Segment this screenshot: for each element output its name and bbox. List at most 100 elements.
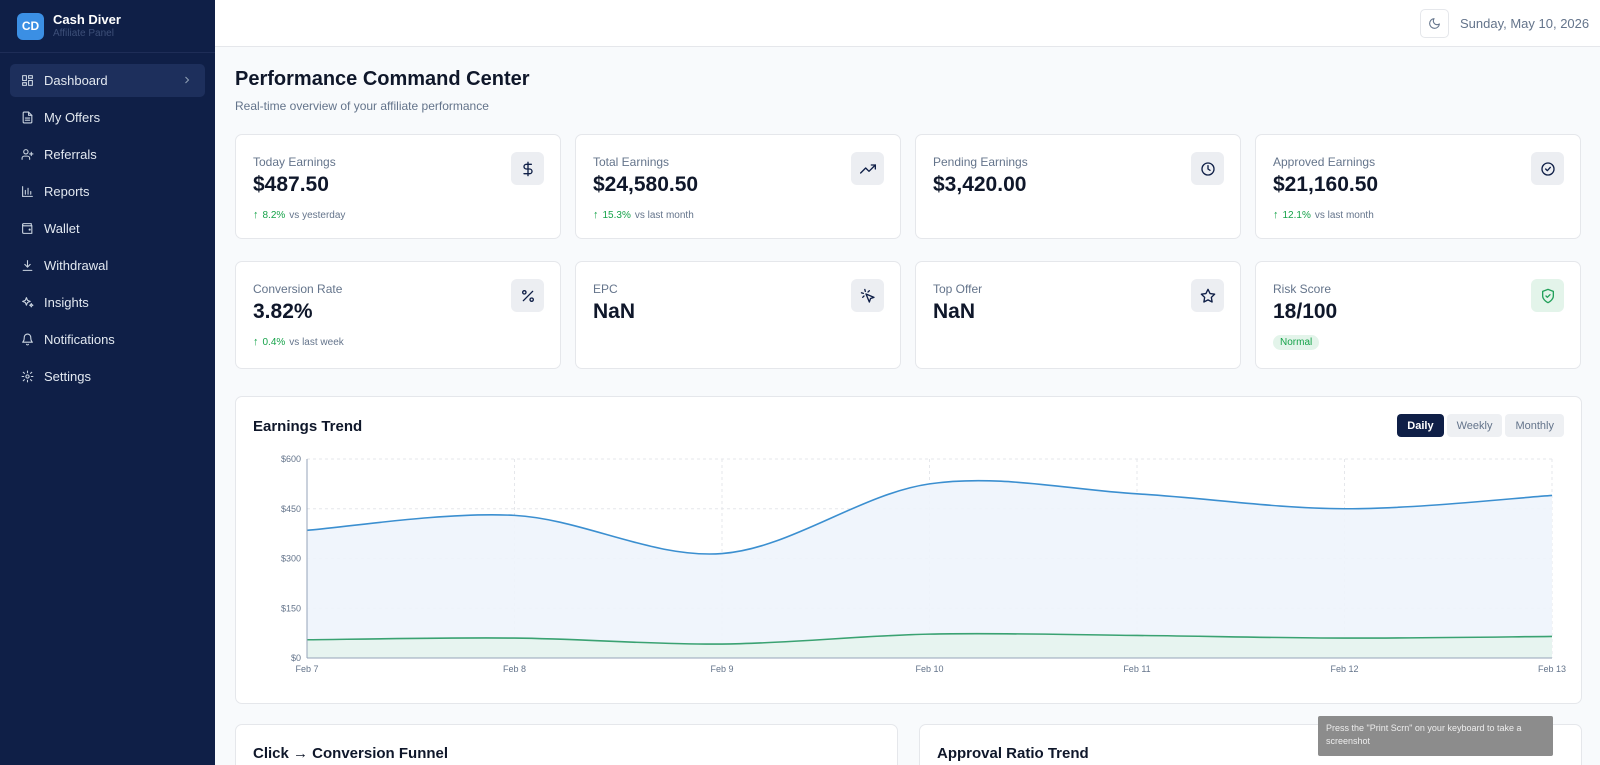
sidebar-item-label: Dashboard <box>44 73 108 88</box>
sidebar-item-reports[interactable]: Reports <box>10 175 205 208</box>
stat-value: $3,420.00 <box>933 173 1027 196</box>
card-title: Click → Conversion Funnel <box>253 745 449 762</box>
sidebar-item-insights[interactable]: Insights <box>10 286 205 319</box>
sidebar-item-label: Wallet <box>44 221 80 236</box>
stat-card-today-earnings: Today Earnings $487.50 ↑ 8.2% vs yesterday <box>235 134 561 239</box>
sidebar-item-label: Notifications <box>44 332 115 347</box>
sidebar-item-withdrawal[interactable]: Withdrawal <box>10 249 205 282</box>
topbar: Sunday, May 10, 2026 <box>215 0 1600 47</box>
sidebar-item-settings[interactable]: Settings <box>10 360 205 393</box>
trend-text: vs yesterday <box>289 209 346 221</box>
tab-weekly[interactable]: Weekly <box>1446 414 1503 437</box>
x-tick-label: Feb 8 <box>503 664 526 674</box>
x-tick-label: Feb 7 <box>295 664 318 674</box>
x-tick-label: Feb 13 <box>1538 664 1566 674</box>
x-tick-label: Feb 11 <box>1123 664 1150 674</box>
trend-text: vs last week <box>289 336 344 348</box>
trend-percent: 0.4% <box>262 336 286 348</box>
sidebar-item-notifications[interactable]: Notifications <box>10 323 205 356</box>
stat-label: Conversion Rate <box>253 282 343 296</box>
y-tick-label: $450 <box>281 504 301 514</box>
status-badge: Normal <box>1273 335 1320 350</box>
y-tick-label: $300 <box>281 554 301 564</box>
trend-text: vs last month <box>634 209 694 221</box>
sidebar-item-label: My Offers <box>44 110 101 125</box>
sidebar-item-wallet[interactable]: Wallet <box>10 212 205 245</box>
stat-card-total-earnings: Total Earnings $24,580.50 ↑ 15.3% vs last … <box>575 134 901 239</box>
stat-value: NaN <box>593 300 636 323</box>
series-line-0 <box>306 479 1553 555</box>
screenshot-hint-toast: Press the "Print Scrn" on your keyboard … <box>1318 716 1553 756</box>
shield-check-icon <box>1531 279 1564 312</box>
earnings-trend-card: Earnings Trend Daily Weekly Monthly $0 $1… <box>235 396 1582 704</box>
dashboard-icon <box>21 74 34 87</box>
dollar-icon <box>511 152 544 185</box>
document-icon <box>21 111 34 124</box>
stat-trend: ↑ 12.1% vs last month <box>1273 209 1374 221</box>
stat-label: Today Earnings <box>253 155 336 169</box>
sidebar-item-label: Referrals <box>44 147 97 162</box>
stat-card-pending-earnings: Pending Earnings $3,420.00 <box>915 134 1241 239</box>
check-circle-icon <box>1531 152 1564 185</box>
arrow-up-icon: ↑ <box>253 336 259 348</box>
stat-label: Total Earnings <box>593 155 670 169</box>
series-line-1 <box>306 632 1553 645</box>
y-tick-label: $0 <box>291 653 301 663</box>
x-tick-label: Feb 10 <box>915 664 943 674</box>
x-tick-label: Feb 9 <box>710 664 733 674</box>
stat-trend: ↑ 15.3% vs last month <box>593 209 694 221</box>
page-title: Performance Command Center <box>235 68 530 90</box>
arrow-up-icon: ↑ <box>253 209 259 221</box>
wallet-icon <box>21 222 34 235</box>
y-tick-label: $150 <box>281 603 301 613</box>
stat-label: Risk Score <box>1273 282 1332 296</box>
sidebar-item-label: Insights <box>44 295 89 310</box>
stat-trend: ↑ 8.2% vs yesterday <box>253 209 345 221</box>
brand-name: Cash Diver <box>53 11 121 27</box>
stat-card-conversion-rate: Conversion Rate 3.82% ↑ 0.4% vs last week <box>235 261 561 369</box>
sidebar: CD Cash Diver Affiliate Panel Dashboard … <box>0 0 215 765</box>
sidebar-nav: Dashboard My Offers Referrals Reports Wa… <box>0 53 215 393</box>
series-area-0 <box>307 480 1552 658</box>
trend-percent: 15.3% <box>602 209 631 221</box>
theme-toggle-button[interactable] <box>1420 9 1449 38</box>
stat-label: EPC <box>593 282 618 296</box>
arrow-up-icon: ↑ <box>1273 209 1279 221</box>
stat-label: Pending Earnings <box>933 155 1028 169</box>
chart-range-tabs: Daily Weekly Monthly <box>1397 414 1564 437</box>
sparkles-icon <box>21 296 34 309</box>
chevron-right-icon <box>181 74 193 86</box>
stat-value: $24,580.50 <box>593 173 699 196</box>
sidebar-item-my-offers[interactable]: My Offers <box>10 101 205 134</box>
funnel-card: Click → Conversion Funnel <box>235 724 898 765</box>
sidebar-item-dashboard[interactable]: Dashboard <box>10 64 205 97</box>
trend-text: vs last month <box>1314 209 1374 221</box>
tab-monthly[interactable]: Monthly <box>1505 414 1564 437</box>
y-tick-label: $600 <box>281 454 301 464</box>
star-icon <box>1191 279 1224 312</box>
x-tick-label: Feb 12 <box>1330 664 1358 674</box>
moon-icon <box>1429 18 1440 29</box>
sidebar-item-label: Settings <box>44 369 91 384</box>
stat-card-top-offer: Top Offer NaN <box>915 261 1241 369</box>
stat-label: Approved Earnings <box>1273 155 1376 169</box>
current-date: Sunday, May 10, 2026 <box>1460 16 1590 31</box>
stat-value: $21,160.50 <box>1273 173 1379 196</box>
stat-value: 3.82% <box>253 300 313 323</box>
user-plus-icon <box>21 148 34 161</box>
card-title: Approval Ratio Trend <box>937 745 1089 762</box>
stat-card-epc: EPC NaN <box>575 261 901 369</box>
series-area-1 <box>307 633 1552 658</box>
percent-icon <box>511 279 544 312</box>
stat-trend: ↑ 0.4% vs last week <box>253 336 344 348</box>
sidebar-item-label: Reports <box>44 184 90 199</box>
tab-daily[interactable]: Daily <box>1397 414 1444 437</box>
brand-logo: CD <box>17 12 44 40</box>
download-icon <box>21 259 34 272</box>
bell-icon <box>21 333 34 346</box>
cursor-click-icon <box>851 279 884 312</box>
earnings-trend-chart: $0 $150 $300 $450 $600 Feb 7 Feb 8 Feb 9 Feb 10 F… <box>281 454 1566 674</box>
trend-percent: 8.2% <box>262 209 286 221</box>
sidebar-item-referrals[interactable]: Referrals <box>10 138 205 171</box>
brand: CD Cash Diver Affiliate Panel <box>0 0 215 53</box>
